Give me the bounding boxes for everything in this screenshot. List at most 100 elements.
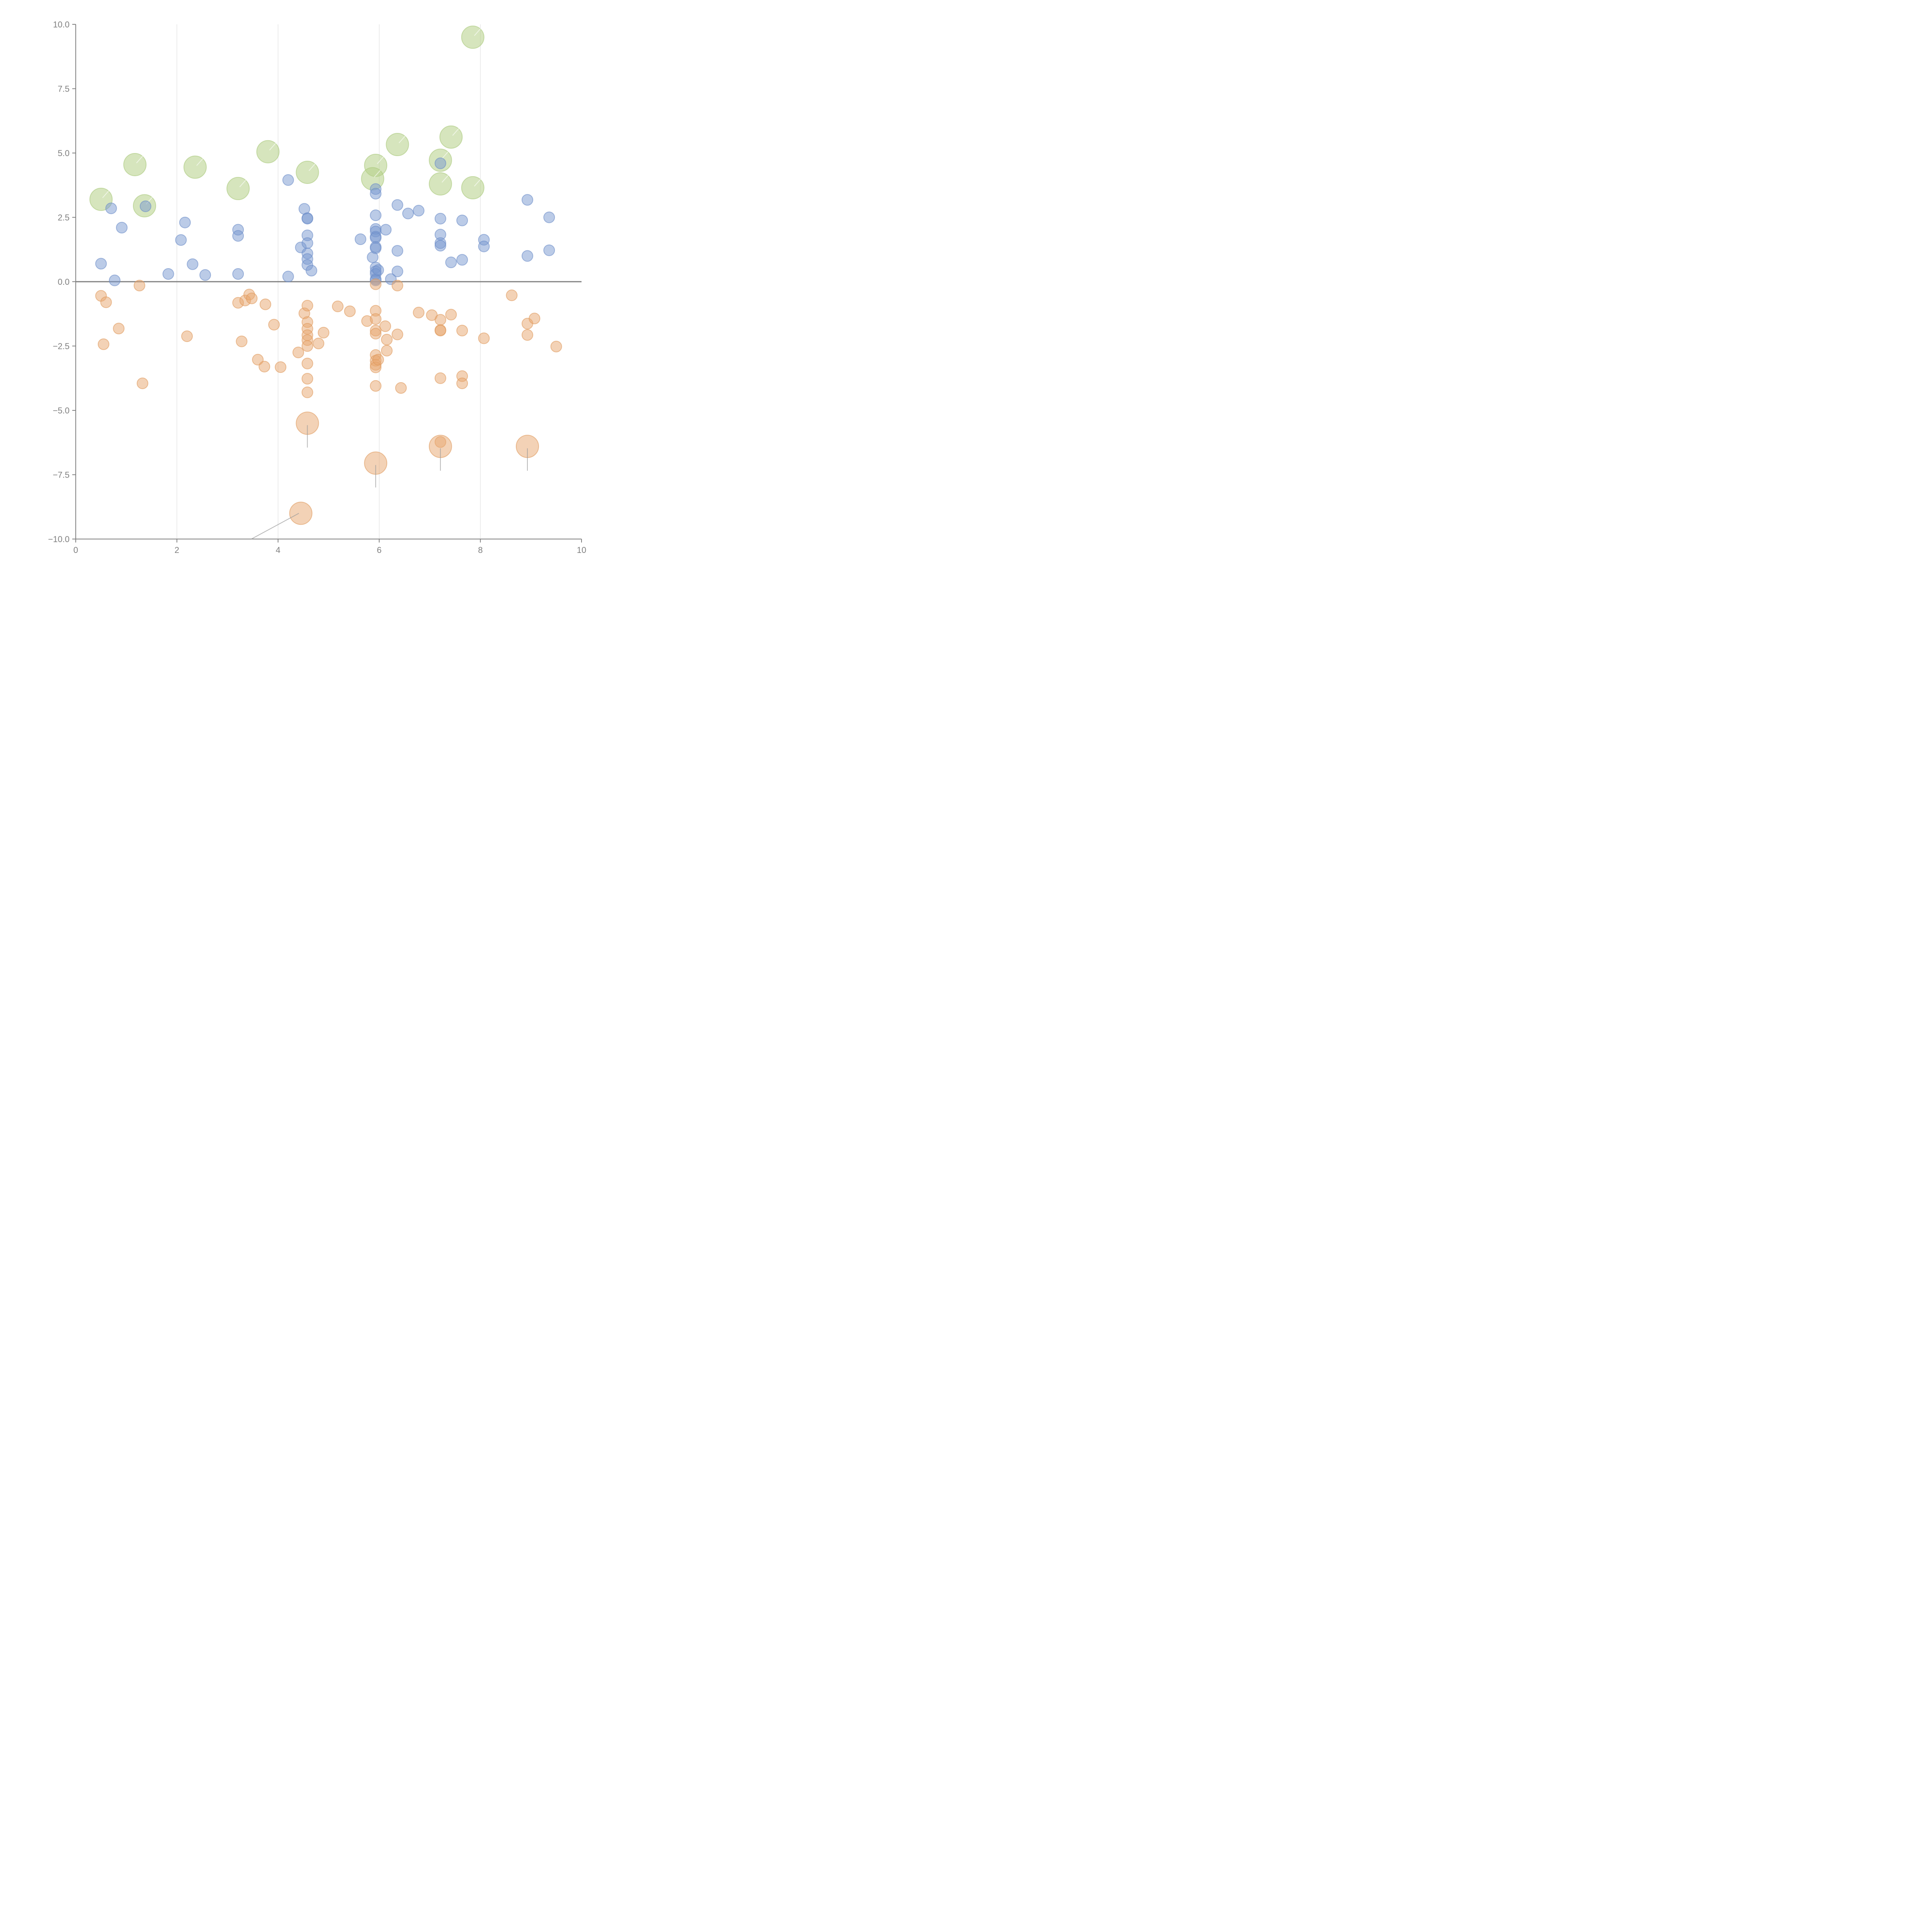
blue-point — [187, 258, 199, 270]
blue-point — [232, 230, 244, 242]
annotation-leader-line — [442, 175, 449, 183]
blue-point — [139, 200, 151, 212]
green-point — [296, 160, 319, 184]
orange-point — [259, 361, 270, 372]
orange-point — [370, 278, 382, 290]
x-tick-labels: 0 2 4 6 8 10 — [73, 545, 586, 555]
green-point — [429, 172, 452, 196]
blue-point — [370, 242, 382, 254]
blue-point — [391, 245, 403, 257]
orange-point — [434, 314, 446, 326]
orange-point — [313, 337, 325, 349]
orange-point — [97, 338, 109, 350]
orange-point — [246, 293, 258, 304]
blue-point — [232, 268, 244, 280]
x-tick-label: 10 — [577, 545, 586, 555]
blue-point — [434, 213, 446, 224]
annotation-leader-line — [269, 143, 276, 151]
orange-point — [379, 320, 391, 332]
blue-point — [109, 274, 121, 286]
orange-point — [506, 289, 518, 301]
green-point — [439, 125, 463, 149]
blue-point — [116, 222, 128, 234]
y-tick-label: 5.0 — [58, 148, 70, 158]
orange-point — [301, 386, 313, 398]
orange-point — [136, 378, 148, 389]
annotation-leader-line — [442, 151, 449, 159]
orange-point — [275, 361, 287, 373]
blue-point — [372, 264, 384, 276]
orange-point — [113, 323, 125, 335]
blue-point — [175, 234, 187, 246]
orange-point — [370, 328, 382, 340]
data-points — [89, 26, 562, 539]
orange-point — [259, 298, 271, 310]
y-tick-label: −5.0 — [53, 406, 70, 415]
annotation-leader-line — [374, 170, 381, 178]
orange-point — [434, 372, 446, 384]
orange-point — [332, 300, 344, 312]
blue-point — [456, 214, 468, 226]
orange-point — [292, 347, 304, 359]
annotation-leader-line — [239, 180, 246, 187]
orange-point — [391, 328, 403, 340]
orange-point — [478, 332, 490, 344]
y-tick-label: 10.0 — [53, 20, 70, 29]
orange-point — [395, 382, 407, 394]
axes — [72, 24, 582, 543]
green-point — [461, 26, 485, 49]
blue-point — [521, 250, 533, 262]
green-point — [461, 176, 485, 199]
annotation-leader-line — [136, 156, 143, 163]
blue-point — [105, 202, 117, 214]
green-point — [226, 177, 250, 200]
blue-point — [370, 188, 382, 200]
blue-point — [413, 205, 425, 217]
y-tick-labels: 10.0 7.5 5.0 2.5 0.0 −2.5 −5.0 −7.5 −10.0 — [48, 20, 70, 544]
y-tick-label: −10.0 — [48, 534, 70, 544]
y-tick-label: 0.0 — [58, 277, 70, 287]
y-tick-label: −7.5 — [53, 470, 70, 480]
blue-point — [301, 213, 313, 224]
orange-point — [301, 357, 313, 369]
blue-point — [391, 265, 403, 277]
blue-point — [162, 268, 174, 280]
green-point — [386, 133, 409, 156]
annotation-leader-line — [474, 179, 481, 187]
orange-point — [301, 340, 313, 352]
blue-point — [434, 240, 446, 252]
y-tick-label: 7.5 — [58, 84, 70, 94]
blue-point — [543, 244, 555, 256]
orange-point — [529, 313, 541, 325]
blue-point — [445, 257, 457, 269]
orange-point — [521, 329, 533, 341]
blue-point — [354, 233, 366, 245]
annotation-leader-line — [196, 158, 203, 166]
orange-large-point — [289, 502, 313, 525]
blue-point — [179, 216, 191, 228]
orange-point — [181, 330, 193, 342]
x-tick-label: 6 — [377, 545, 381, 555]
orange-point — [133, 279, 145, 291]
orange-point — [370, 313, 382, 325]
orange-point — [372, 354, 384, 366]
orange-point — [381, 333, 393, 345]
x-tick-label: 2 — [175, 545, 179, 555]
orange-point — [318, 327, 330, 338]
orange-point — [370, 380, 382, 392]
blue-point — [543, 211, 555, 223]
blue-point — [402, 207, 414, 219]
orange-point — [391, 279, 403, 291]
orange-point — [236, 335, 248, 347]
blue-point — [199, 269, 211, 281]
blue-point — [521, 194, 533, 206]
orange-point — [301, 373, 313, 385]
annotation-leader-line — [398, 136, 406, 143]
orange-point — [456, 378, 468, 389]
green-point — [183, 155, 207, 179]
annotation-leader-line — [308, 163, 316, 171]
annotation-leader-line — [474, 28, 481, 36]
orange-point — [268, 319, 280, 331]
x-tick-label: 8 — [478, 545, 483, 555]
scatter-chart: 0 2 4 6 8 10 10.0 7.5 5.0 2.5 0.0 −2.5 −5.0 −7.5 −10.… — [48, 20, 586, 555]
